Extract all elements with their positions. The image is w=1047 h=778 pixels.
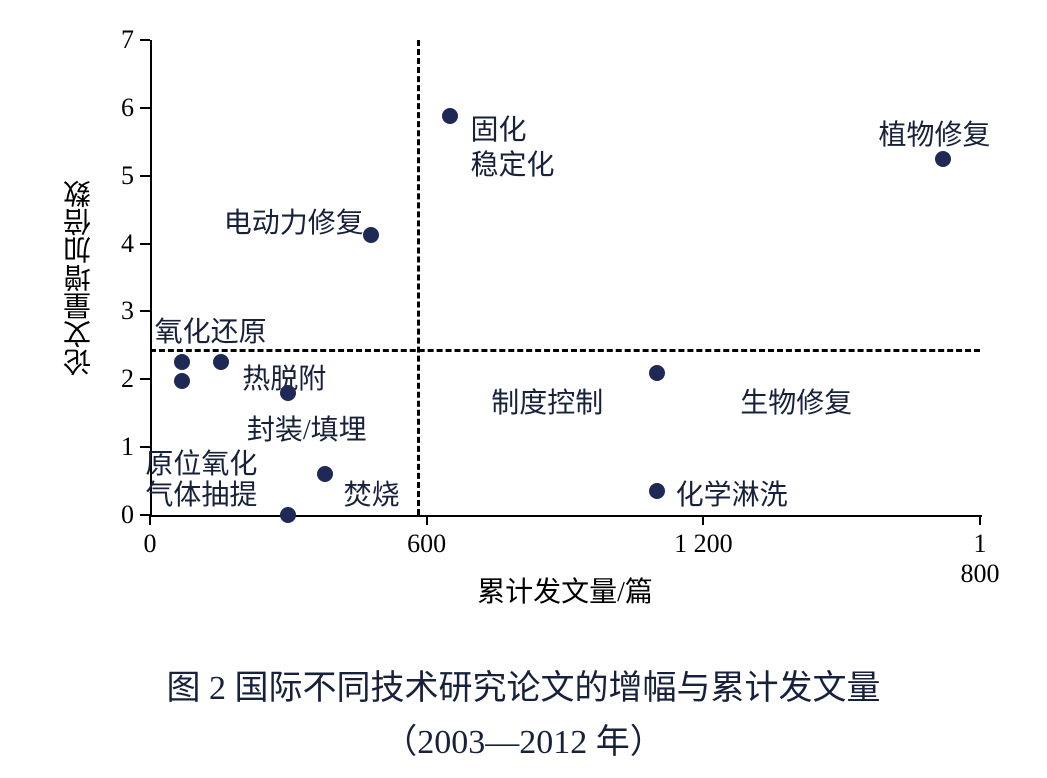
data-point [935, 151, 951, 167]
y-axis-label: 论文量增加倍数 [60, 180, 100, 376]
figure-caption-line1: 图 2 国际不同技术研究论文的增幅与累计发文量 [20, 660, 1027, 709]
data-point-label: 植物修复 [879, 118, 991, 153]
y-tick-label: 3 [110, 296, 134, 326]
data-point [174, 373, 190, 389]
data-point [363, 227, 379, 243]
data-point [442, 108, 458, 124]
x-tick [979, 515, 981, 525]
y-tick [140, 107, 150, 109]
x-tick [149, 515, 151, 525]
x-axis-label: 累计发文量/篇 [477, 570, 653, 610]
y-tick [140, 39, 150, 41]
y-tick [140, 378, 150, 380]
y-tick-label: 4 [110, 229, 134, 259]
data-point-label: 封装/填埋 [247, 413, 367, 448]
data-point-label: 焚烧 [344, 478, 400, 513]
data-point [649, 365, 665, 381]
data-point [317, 466, 333, 482]
data-point-label: 生物修复 [740, 386, 852, 421]
data-point-label: 氧化还原 [155, 315, 267, 350]
x-tick-label: 1 200 [674, 529, 733, 559]
data-point-label: 固化 稳定化 [470, 113, 554, 183]
data-point-label: 化学淋洗 [676, 478, 788, 513]
data-point [280, 385, 296, 401]
y-tick-label: 0 [110, 500, 134, 530]
scatter-chart: 0 600 1 200 1 800 0 1 2 3 4 5 6 7 累计发文量/篇 论文量增加倍数 固化 稳… [20, 20, 1027, 758]
x-tick [702, 515, 704, 525]
x-tick [426, 515, 428, 525]
y-tick [140, 514, 150, 516]
data-point-label: 制度控制 [491, 386, 603, 421]
x-tick-label: 1 800 [957, 529, 1004, 589]
y-tick [140, 310, 150, 312]
y-tick-label: 7 [110, 25, 134, 55]
y-tick-label: 1 [110, 432, 134, 462]
data-point-label: 电动力修复 [224, 206, 364, 241]
data-point [649, 483, 665, 499]
ref-line-horizontal [150, 349, 980, 352]
data-point-label: 气体抽提 [145, 478, 257, 513]
figure-caption-line2: （2003—2012 年） [20, 714, 1027, 763]
y-tick-label: 2 [110, 364, 134, 394]
y-tick [140, 243, 150, 245]
y-tick-label: 5 [110, 161, 134, 191]
data-point [174, 354, 190, 370]
data-point [280, 507, 296, 523]
x-tick-label: 0 [144, 529, 157, 559]
y-tick [140, 175, 150, 177]
y-tick-label: 6 [110, 93, 134, 123]
ref-line-vertical [417, 40, 420, 515]
x-tick-label: 600 [407, 529, 446, 559]
data-point [213, 354, 229, 370]
